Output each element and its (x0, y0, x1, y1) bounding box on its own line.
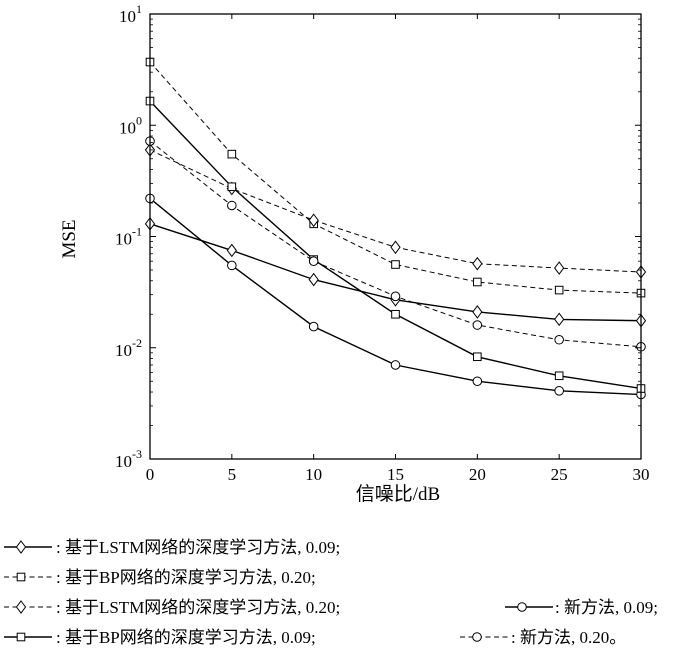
legend-sample-new-009 (505, 602, 553, 612)
data-point-new020 (308, 256, 319, 266)
y-tick-label: 10-1 (115, 225, 142, 249)
legend-marker (472, 632, 482, 642)
data-point-lstm009 (554, 312, 565, 327)
legend-sample-bp-020 (4, 572, 52, 582)
legend-item-bp-020: : 基于BP网络的深度学习方法, 0.20; (4, 568, 316, 587)
data-point-lstm020 (554, 261, 565, 275)
ticks-layer: 0 5 10 15 20 25 30 10-3 10-2 10-1 100 101 (115, 2, 650, 484)
y-axis-label: MSE (59, 219, 80, 258)
data-point-bp009 (227, 182, 237, 192)
legend-item-bp-009: : 基于BP网络的深度学习方法, 0.09; (4, 628, 316, 647)
legend-label-new-020: : 新方法, 0.20。 (511, 628, 626, 647)
y-tick-label: 101 (119, 2, 142, 26)
plot-frame (149, 13, 642, 460)
plot-layer (144, 57, 647, 400)
data-point-lstm009 (472, 305, 483, 319)
legend-marker (15, 600, 27, 614)
x-tick-label: 25 (551, 465, 568, 484)
y-tick-label: 100 (119, 113, 142, 137)
legend-label-lstm-009: : 基于LSTM网络的深度学习方法, 0.09; (56, 538, 340, 557)
legend-label-bp-020: : 基于BP网络的深度学习方法, 0.20; (56, 568, 316, 587)
legend-marker (16, 632, 26, 642)
y-tick-label: 10-3 (115, 447, 142, 471)
legend-label-new-009: : 新方法, 0.09; (555, 598, 658, 617)
data-point-lstm009 (308, 272, 319, 287)
data-point-new009 (227, 260, 237, 271)
series-new009 (145, 193, 646, 400)
series-lstm020 (144, 143, 647, 279)
x-tick-label: 20 (469, 465, 486, 484)
data-point-new020 (554, 334, 564, 345)
y-tick-label: 10-2 (115, 336, 142, 360)
legend-item-lstm-009: : 基于LSTM网络的深度学习方法, 0.09; (4, 538, 340, 557)
data-point-new009 (308, 321, 319, 332)
legend-item-new-009: : 新方法, 0.09; (505, 598, 658, 617)
x-tick-label: 10 (305, 465, 322, 484)
x-tick-label: 0 (146, 465, 155, 484)
data-point-bp020 (554, 285, 564, 295)
x-tick-label: 30 (633, 465, 650, 484)
data-point-lstm020 (472, 256, 483, 271)
legend-marker (16, 572, 26, 582)
legend-sample-lstm-020 (4, 600, 52, 614)
data-point-bp009 (473, 352, 482, 362)
data-point-bp020 (227, 149, 237, 159)
data-point-lstm009 (226, 243, 237, 258)
x-tick-label: 5 (228, 465, 237, 484)
legend-sample-lstm-009 (4, 540, 52, 554)
data-point-new009 (554, 386, 564, 396)
x-axis-label: 信噪比/dB (356, 483, 440, 505)
data-point-new009 (472, 376, 483, 387)
data-point-bp020 (391, 260, 400, 269)
data-point-new020 (227, 200, 237, 211)
data-point-lstm020 (308, 213, 319, 228)
series-bp020 (145, 57, 646, 298)
data-point-bp020 (473, 277, 482, 287)
legend-item-new-020: : 新方法, 0.20。 (460, 628, 626, 647)
legend-sample-bp-009 (4, 632, 52, 642)
data-point-new020 (472, 320, 483, 330)
x-tick-label: 15 (387, 465, 404, 484)
legend-label-lstm-020: : 基于LSTM网络的深度学习方法, 0.20; (56, 598, 340, 617)
legend-label-bp-009: : 基于BP网络的深度学习方法, 0.09; (56, 628, 316, 647)
legend-item-lstm-020: : 基于LSTM网络的深度学习方法, 0.20; (4, 598, 340, 617)
data-point-lstm020 (390, 240, 401, 255)
legend: : 基于LSTM网络的深度学习方法, 0.09; : 基于BP网络的深度学习方法… (4, 538, 658, 647)
data-point-new020 (390, 291, 401, 302)
legend-marker (517, 602, 527, 612)
data-point-bp009 (391, 309, 400, 319)
data-point-new009 (390, 360, 401, 370)
legend-sample-new-020 (460, 632, 508, 642)
data-point-bp009 (554, 371, 564, 381)
legend-marker (15, 540, 27, 554)
